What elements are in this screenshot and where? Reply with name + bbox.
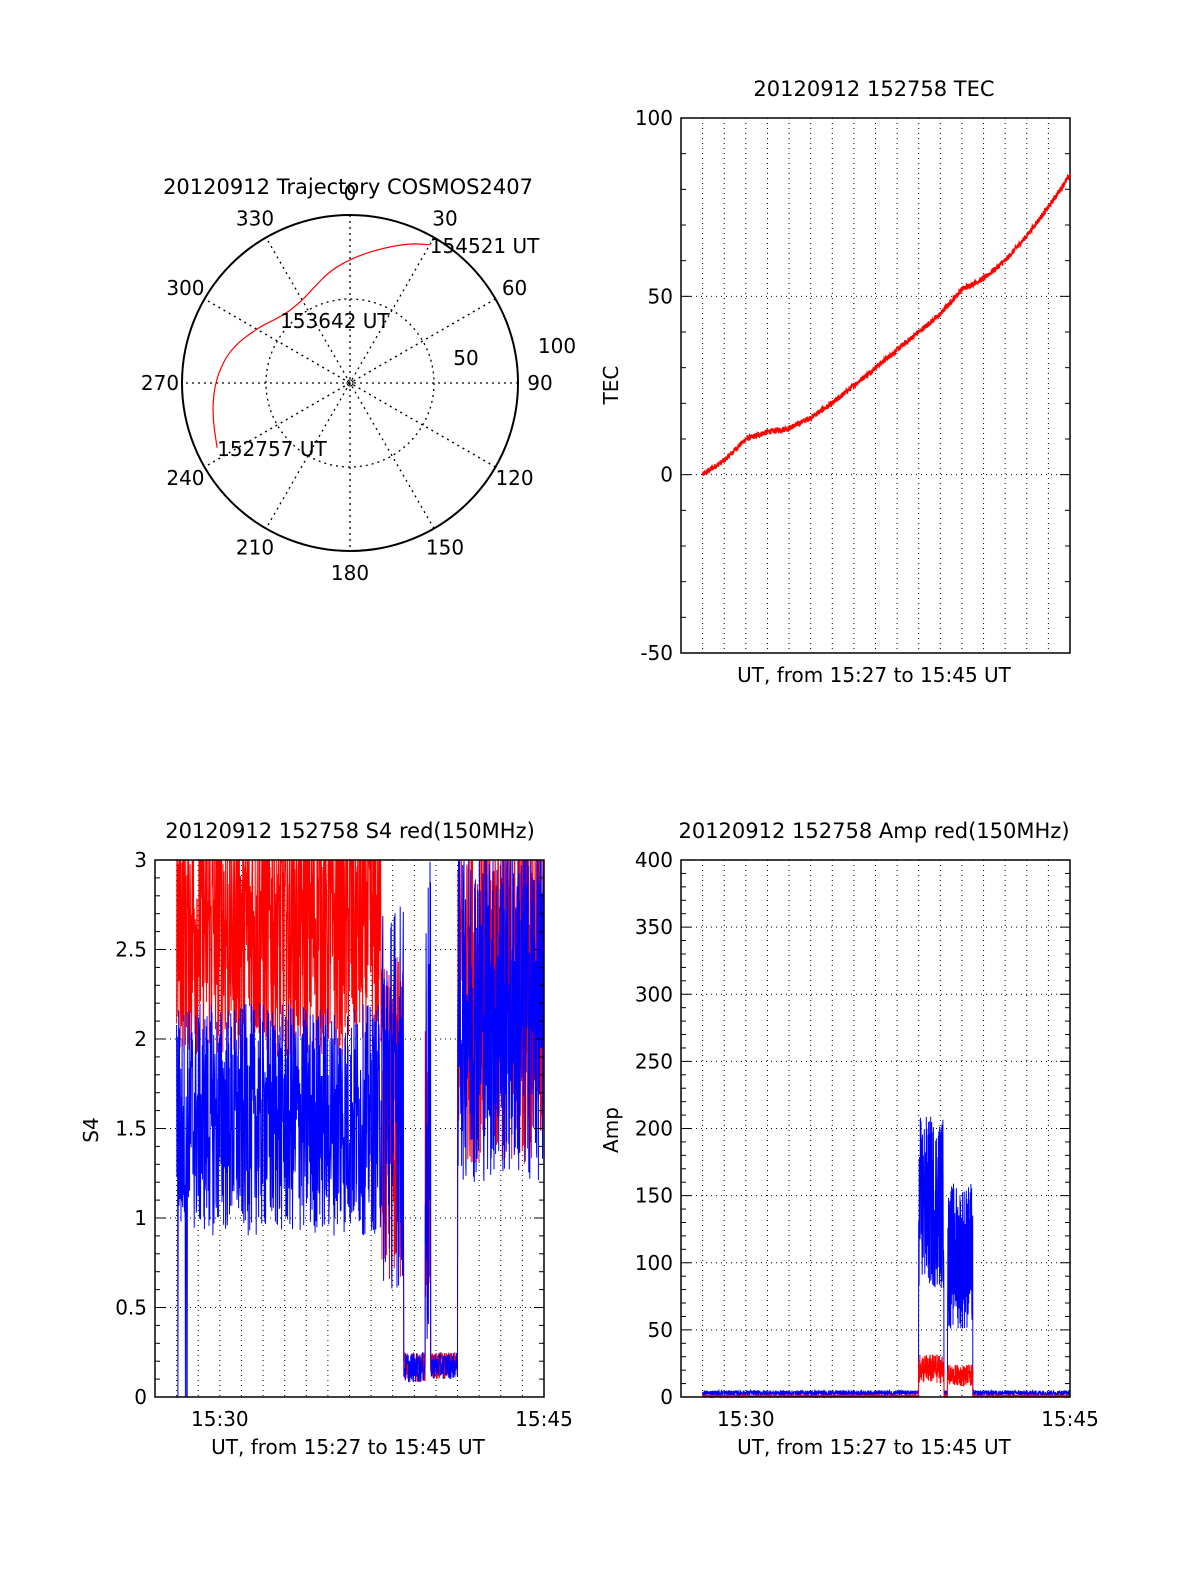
polar-angle-label-60: 60 (502, 276, 527, 300)
polar-trajectory-label-0: 152757 UT (217, 437, 327, 461)
amp-title: 20120912 152758 Amp red(150MHz) (678, 819, 1069, 843)
s4-y-tick-label: 2 (134, 1027, 147, 1051)
polar-trajectory-label-2: 154521 UT (430, 234, 540, 258)
s4-x-tick-labels: 15:30 15:45 (191, 1407, 573, 1431)
tec-title: 20120912 152758 TEC (753, 77, 994, 101)
amp-y-tick-label: 300 (635, 982, 673, 1006)
polar-circle-50 (265, 298, 435, 468)
polar-outer-circle (181, 214, 519, 552)
amp-y-tick-label: 150 (635, 1184, 673, 1208)
s4-title: 20120912 152758 S4 red(150MHz) (165, 819, 535, 843)
polar-angle-label-30: 30 (432, 206, 457, 230)
polar-angle-label-270: 270 (141, 371, 179, 395)
amp-y-tick-label: 100 (635, 1251, 673, 1275)
polar-trajectory-label-1: 153642 UT (280, 309, 390, 333)
amp-y-tick-label: 250 (635, 1049, 673, 1073)
s4-y-tick-label: 2.5 (115, 938, 147, 962)
tec-grid (681, 117, 1070, 654)
tec-y-tick-label: 100 (635, 106, 673, 130)
tec-series-line (701, 173, 1071, 476)
tec-y-tick-label: 0 (660, 463, 673, 487)
amp-y-tick-label: 0 (660, 1385, 673, 1409)
amp-x-axis-label: UT, from 15:27 to 15:45 UT (737, 1435, 1012, 1459)
tec-y-tick-label: 50 (648, 284, 673, 308)
tec-ticks (681, 117, 1070, 654)
polar-angle-label-300: 300 (166, 276, 204, 300)
polar-angle-label-150: 150 (426, 536, 464, 560)
polar-trajectory-chart: 20120912 Trajectory COSMOS2407 0 30 60 90 12… (141, 175, 576, 585)
amp-x-tick-labels: 15:30 15:45 (717, 1407, 1099, 1431)
amp-grid (681, 859, 1070, 1398)
s4-y-tick-label: 1.5 (115, 1117, 147, 1141)
amp-chart: 20120912 152758 Amp red(150MHz) 400 350 30… (599, 819, 1099, 1459)
s4-blue-series (176, 859, 545, 1398)
amp-y-tick-label: 400 (635, 848, 673, 872)
polar-center (346, 379, 354, 387)
s4-y-tick-label: 3 (134, 848, 147, 872)
amp-y-tick-labels: 400 350 300 250 200 150 100 50 0 (635, 848, 673, 1409)
tec-chart: 20120912 152758 TEC 100 50 0 -50 TEC UT, fr… (599, 77, 1071, 687)
polar-angle-label-240: 240 (166, 466, 204, 490)
polar-angle-label-120: 120 (495, 466, 533, 490)
polar-radius-label-100: 100 (538, 334, 576, 358)
polar-angle-label-210: 210 (236, 536, 274, 560)
polar-angle-label-180: 180 (331, 561, 369, 585)
tec-y-tick-label: -50 (640, 641, 673, 665)
polar-grid (182, 215, 518, 551)
s4-y-tick-labels: 3 2.5 2 1.5 1 0.5 0 (115, 848, 147, 1409)
tec-x-axis-label: UT, from 15:27 to 15:45 UT (737, 663, 1012, 687)
s4-y-tick-label: 0 (134, 1385, 147, 1409)
s4-x-tick-label: 15:30 (191, 1407, 249, 1431)
amp-blue-series (702, 1116, 1071, 1398)
amp-ticks (681, 859, 1070, 1398)
polar-angle-label-90: 90 (527, 371, 552, 395)
amp-y-tick-label: 350 (635, 915, 673, 939)
s4-y-axis-label: S4 (79, 1117, 103, 1142)
polar-angle-label-0: 0 (344, 181, 357, 205)
s4-x-tick-label: 15:45 (515, 1407, 573, 1431)
polar-spoke-150 (265, 237, 435, 529)
tec-frame (680, 117, 1071, 654)
amp-x-tick-label: 15:30 (717, 1407, 775, 1431)
s4-x-axis-label: UT, from 15:27 to 15:45 UT (211, 1435, 486, 1459)
polar-trajectory-labels: 152757 UT 153642 UT 154521 UT (217, 234, 540, 461)
s4-chart: 20120912 152758 S4 red(150MHz) 3 2.5 2 1.5 1… (79, 819, 573, 1459)
s4-y-tick-label: 1 (134, 1206, 147, 1230)
amp-x-tick-label: 15:45 (1041, 1407, 1099, 1431)
polar-angle-labels: 0 30 60 90 120 150 180 210 240 270 300 330 (141, 181, 553, 585)
amp-y-tick-label: 50 (648, 1318, 673, 1342)
polar-angle-label-330: 330 (236, 206, 274, 230)
s4-ticks (155, 859, 544, 1398)
amp-red-series (702, 1354, 1071, 1399)
amp-y-axis-label: Amp (599, 1107, 623, 1153)
polar-trajectory-line (212, 243, 430, 448)
polar-radius-label-50: 50 (453, 346, 478, 370)
s4-y-tick-label: 0.5 (115, 1296, 147, 1320)
amp-y-tick-label: 200 (635, 1117, 673, 1141)
tec-y-axis-label: TEC (599, 366, 623, 406)
tec-y-tick-labels: 100 50 0 -50 (635, 106, 673, 665)
polar-title: 20120912 Trajectory COSMOS2407 (163, 175, 533, 199)
